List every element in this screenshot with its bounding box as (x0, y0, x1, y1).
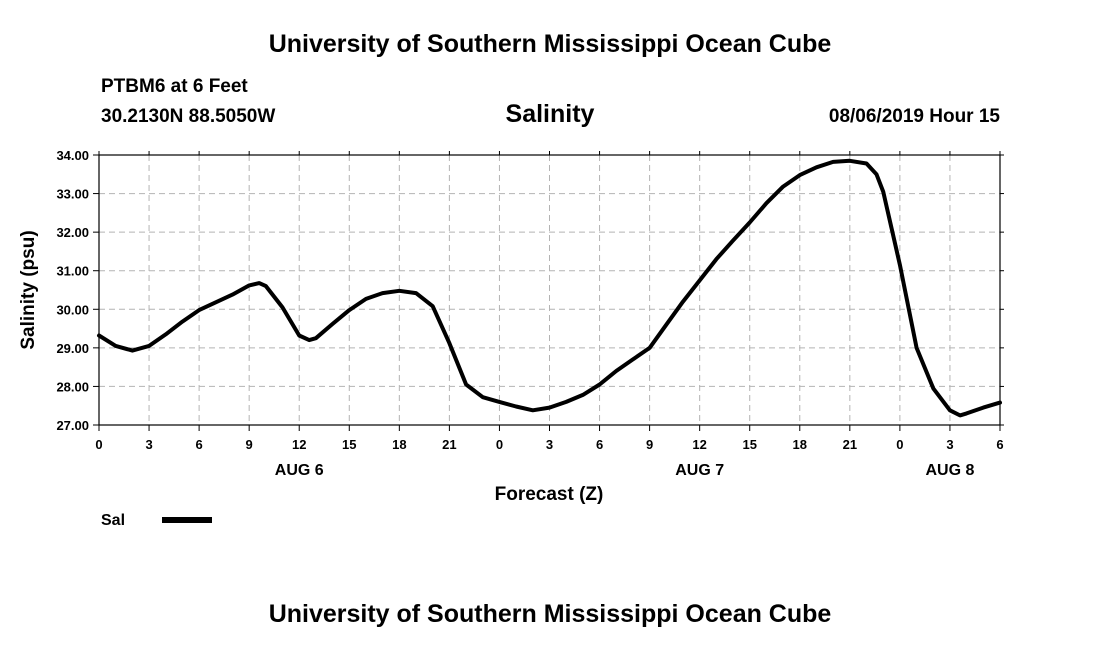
plot-area-frame (98, 154, 1001, 426)
x-tick-label: 3 (546, 437, 553, 452)
x-tick-label: 3 (145, 437, 152, 452)
y-tick-label: 30.00 (56, 302, 89, 317)
x-tick-label: 12 (292, 437, 306, 452)
x-axis-label: Forecast (Z) (495, 484, 604, 505)
y-tick-label: 27.00 (56, 418, 89, 433)
y-tick-label: 28.00 (56, 379, 89, 394)
x-tick-label: 0 (95, 437, 102, 452)
page-title: University of Southern Mississippi Ocean… (268, 30, 832, 58)
x-tick-label: 21 (843, 437, 857, 452)
x-tick-label: 15 (742, 437, 756, 452)
station-label: PTBM6 at 6 Feet (101, 76, 248, 97)
x-tick-label: 3 (946, 437, 953, 452)
x-tick-label: 0 (896, 437, 903, 452)
footer-title: University of Southern Mississippi Ocean… (268, 600, 832, 628)
x-tick-label: 15 (342, 437, 356, 452)
x-tick-label: 9 (246, 437, 253, 452)
y-tick-label: 32.00 (56, 225, 89, 240)
y-tick-label: 31.00 (56, 264, 89, 279)
date-label: AUG 6 (275, 462, 324, 479)
x-tick-label: 12 (692, 437, 706, 452)
x-tick-label: 6 (596, 437, 603, 452)
x-tick-label: 18 (793, 437, 807, 452)
x-tick-label: 21 (442, 437, 456, 452)
x-tick-label: 6 (195, 437, 202, 452)
date-label: AUG 7 (675, 462, 724, 479)
chart-title: Salinity (505, 100, 595, 128)
y-tick-label: 29.00 (56, 341, 89, 356)
y-axis-label: Salinity (psu) (18, 230, 39, 349)
x-tick-label: 6 (996, 437, 1003, 452)
x-tick-label: 18 (392, 437, 406, 452)
x-tick-label: 0 (496, 437, 503, 452)
legend: Sal (101, 512, 212, 529)
y-tick-label: 33.00 (56, 187, 89, 202)
series-line-sal (97, 158, 1002, 418)
timestamp-label: 08/06/2019 Hour 15 (828, 106, 1000, 127)
y-tick-label: 34.00 (56, 148, 89, 163)
coordinates-label: 30.2130N 88.5050W (101, 106, 276, 127)
x-tick-label: 9 (646, 437, 653, 452)
date-label: AUG 8 (925, 462, 974, 479)
legend-label-sal: Sal (101, 512, 125, 529)
